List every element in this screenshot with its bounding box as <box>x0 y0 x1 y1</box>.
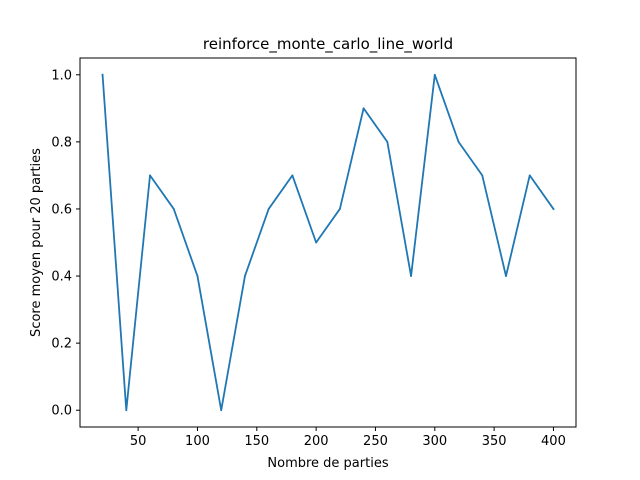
y-tick-label: 0.6 <box>51 202 72 217</box>
data-point <box>505 275 507 277</box>
x-tick-label: 200 <box>304 434 329 449</box>
data-point <box>149 174 151 177</box>
y-axis-title: Score moyen pour 20 parties <box>29 148 44 337</box>
data-point <box>338 208 341 210</box>
x-axis: 50 100 150 200 250 300 350 400 <box>130 427 566 449</box>
data-point <box>172 208 175 210</box>
x-tick-label: 150 <box>244 434 269 449</box>
x-axis-title: Nombre de parties <box>267 456 388 471</box>
data-point <box>433 73 436 76</box>
data-point <box>362 107 365 110</box>
x-tick-label: 350 <box>482 434 507 449</box>
data-point <box>386 140 389 143</box>
data-point <box>291 174 294 177</box>
y-axis: 0.0 0.2 0.4 0.6 0.8 1.0 <box>51 68 80 419</box>
data-point <box>528 174 531 177</box>
x-tick-label: 400 <box>541 434 566 449</box>
data-point <box>196 275 199 277</box>
data-point <box>410 275 412 277</box>
y-tick-label: 1.0 <box>51 68 72 83</box>
series-line <box>101 73 555 412</box>
y-tick-label: 0.0 <box>51 404 72 419</box>
y-tick-label: 0.8 <box>51 135 72 150</box>
x-tick-label: 250 <box>363 434 388 449</box>
x-tick-label: 100 <box>185 434 210 449</box>
plot-frame <box>79 57 577 428</box>
data-point <box>101 73 104 76</box>
y-tick-label: 0.2 <box>51 337 72 352</box>
chart-title: reinforce_monte_carlo_line_world <box>203 35 453 54</box>
data-point <box>457 140 460 143</box>
x-tick-label: 300 <box>422 434 447 449</box>
data-point <box>220 409 223 412</box>
data-point <box>315 241 318 244</box>
plot-area <box>101 73 555 412</box>
data-point <box>125 409 128 412</box>
data-point <box>244 275 246 277</box>
data-point <box>267 208 270 210</box>
y-tick-label: 0.4 <box>51 270 72 285</box>
x-tick-label: 50 <box>130 434 147 449</box>
data-point <box>481 174 484 177</box>
data-point <box>552 208 555 210</box>
